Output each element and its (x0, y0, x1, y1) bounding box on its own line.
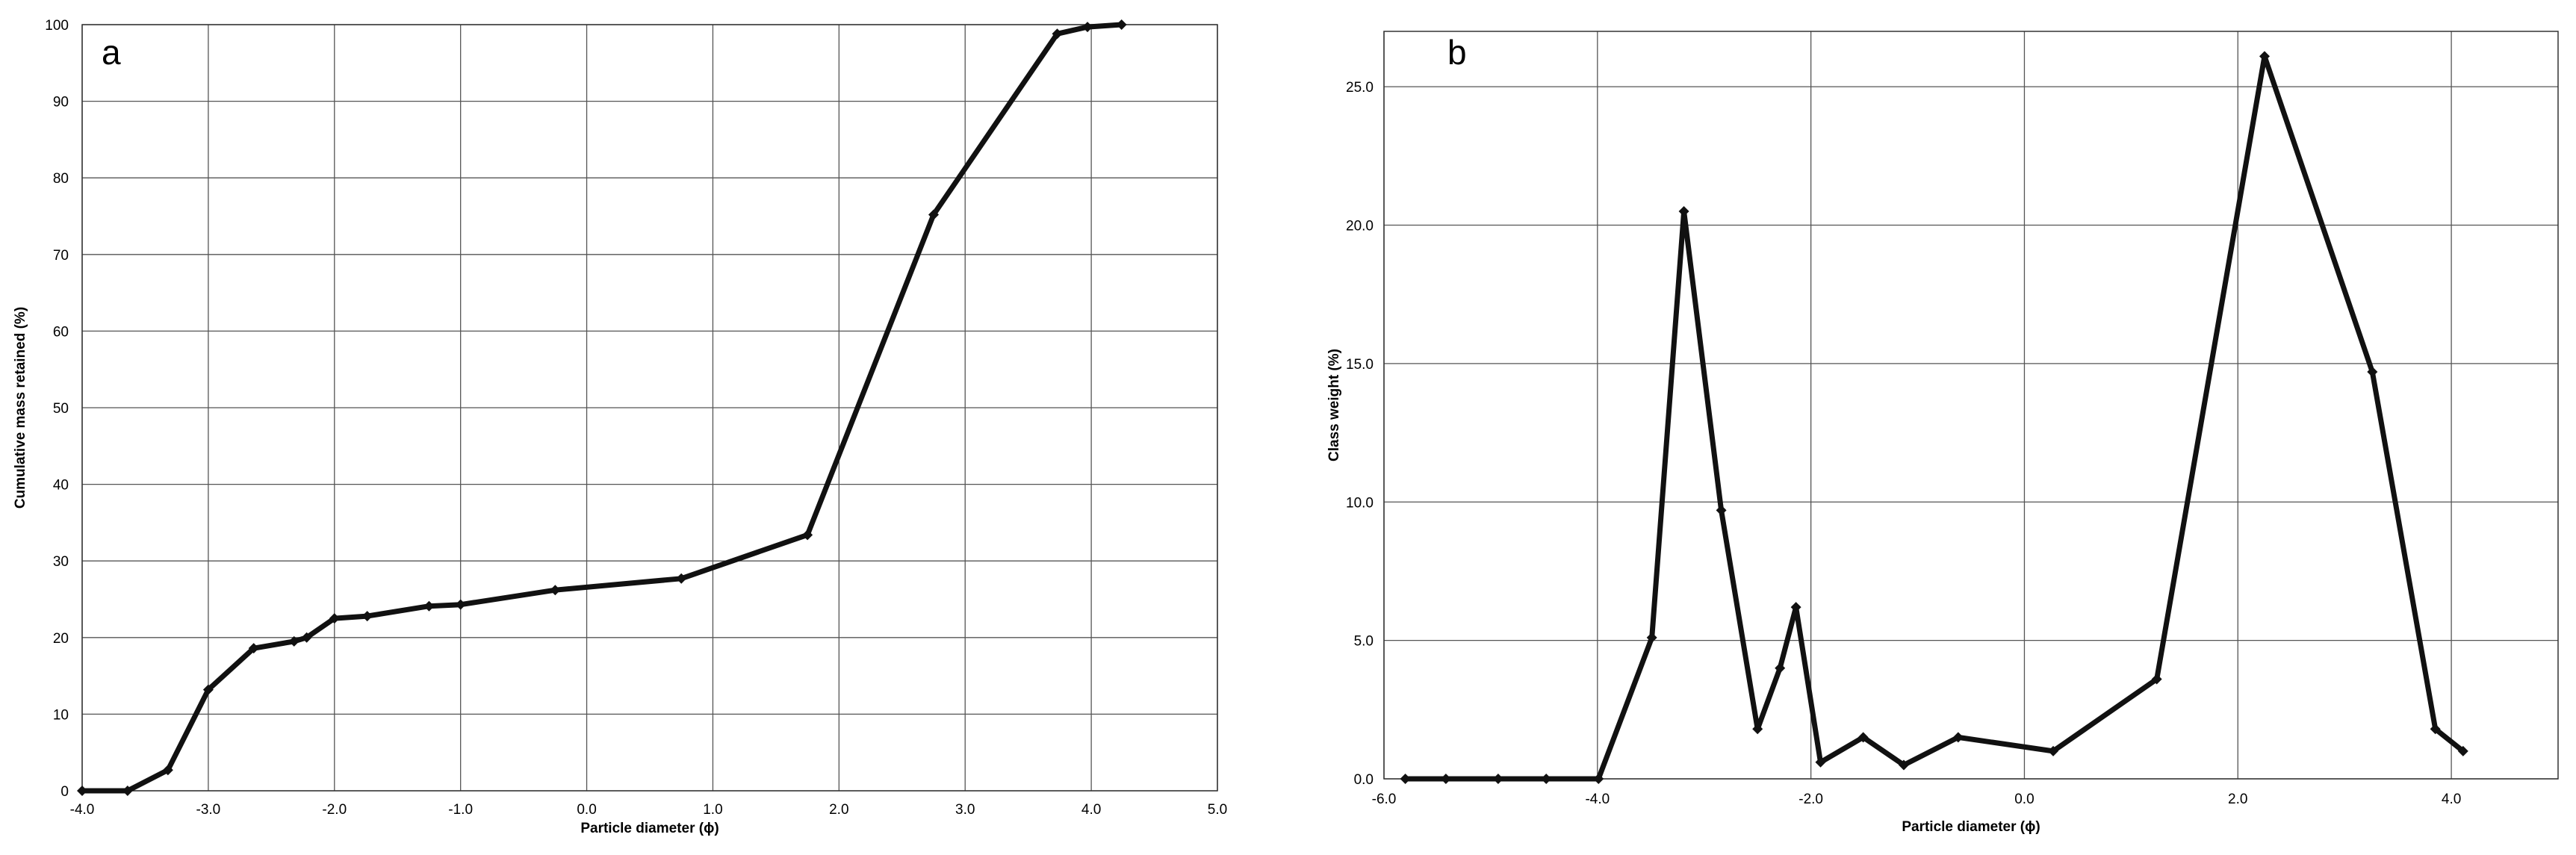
data-point (1952, 732, 1964, 743)
x-tick-label: 2.0 (829, 802, 848, 818)
data-point (1898, 759, 1909, 771)
y-tick-label: 50 (53, 401, 69, 417)
data-point (1541, 774, 1552, 784)
data-point (2367, 367, 2378, 378)
x-tick-label: -4.0 (1585, 792, 1610, 807)
x-tick-label: 4.0 (2442, 792, 2461, 807)
y-tick-label: 20 (53, 631, 69, 647)
data-point (1857, 732, 1869, 743)
data-point (2457, 745, 2468, 756)
data-point (1716, 505, 1727, 516)
x-tick-label: 0.0 (2014, 792, 2034, 807)
data-point (1752, 724, 1763, 735)
y-tick-labels-b: 0.0 5.0 10.0 15.0 20.0 25.0 (1346, 80, 1374, 788)
x-tick-label: -4.0 (70, 802, 95, 818)
x-tick-label: 4.0 (1081, 802, 1101, 818)
data-point (455, 599, 466, 610)
data-point (301, 632, 312, 643)
data-point (122, 786, 133, 796)
y-tick-label: 100 (45, 18, 69, 34)
x-tick-label: -2.0 (1798, 792, 1823, 807)
x-tick-label: -1.0 (448, 802, 473, 818)
x-tick-label: 2.0 (2228, 792, 2247, 807)
x-tick-labels-a: -4.0 -3.0 -2.0 -1.0 0.0 1.0 2.0 3.0 4.0 5.0 (70, 802, 1228, 818)
data-point (1082, 22, 1093, 33)
plot-frame-b (1383, 31, 2559, 780)
y-tick-label: 60 (53, 324, 69, 340)
y-tick-label: 90 (53, 95, 69, 111)
data-point (1790, 602, 1801, 613)
y-tick-label: 20.0 (1346, 219, 1374, 234)
series-a (77, 19, 1127, 796)
x-tick-label: -2.0 (322, 802, 347, 818)
data-point (1116, 19, 1127, 30)
y-tick-label: 10 (53, 707, 69, 723)
data-point (1775, 662, 1786, 674)
y-tick-label: 15.0 (1346, 357, 1374, 373)
data-point (423, 600, 435, 612)
x-tick-label: 0.0 (577, 802, 596, 818)
y-tick-label: 30 (53, 554, 69, 570)
data-point (1492, 774, 1503, 784)
data-point (1593, 774, 1604, 784)
data-point (77, 786, 87, 796)
x-tick-label: -3.0 (196, 802, 221, 818)
data-point (329, 613, 340, 624)
data-point (802, 529, 813, 541)
panel-label-b: b (1447, 33, 1467, 72)
data-point (162, 765, 173, 776)
data-point (2048, 745, 2059, 756)
y-tick-label: 10.0 (1346, 495, 1374, 511)
data-point (676, 573, 687, 584)
data-point (2151, 674, 2162, 685)
y-tick-label: 5.0 (1354, 634, 1374, 650)
x-tick-label: 1.0 (703, 802, 722, 818)
y-tick-label: 70 (53, 248, 69, 264)
x-axis-title-b: Particle diameter (ϕ) (1902, 819, 2040, 835)
x-tick-label: 5.0 (1208, 802, 1227, 818)
data-point (928, 209, 939, 220)
y-tick-label: 80 (53, 171, 69, 187)
plot-frame-a (81, 24, 1218, 792)
y-tick-label: 40 (53, 478, 69, 494)
panel-label-a: a (102, 33, 121, 72)
x-tick-label: 3.0 (955, 802, 975, 818)
grid-b (1383, 31, 2558, 780)
data-point (1678, 205, 1689, 217)
data-point (1400, 774, 1411, 784)
chart-a: -4.0 -3.0 -2.0 -1.0 0.0 1.0 2.0 3.0 4.0 5.0 0 10 20… (13, 18, 1227, 836)
chart-b: -6.0 -4.0 -2.0 0.0 2.0 4.0 0.0 5.0 10.0 15.0 20.0… (1326, 31, 2559, 835)
data-point (550, 585, 561, 596)
series-line (1403, 53, 2466, 782)
data-point (2259, 51, 2270, 62)
series-line (79, 22, 1125, 794)
data-point (1052, 28, 1063, 40)
data-point (1440, 774, 1451, 784)
data-point (361, 611, 373, 622)
data-point (2430, 724, 2441, 735)
x-axis-title-a: Particle diameter (ϕ) (580, 821, 719, 836)
x-tick-label: -6.0 (1372, 792, 1397, 807)
data-point (1646, 632, 1657, 643)
y-tick-label: 0.0 (1354, 772, 1374, 788)
y-tick-label: 0 (60, 784, 69, 800)
data-point (288, 635, 300, 647)
y-tick-label: 25.0 (1346, 80, 1374, 96)
x-tick-labels-b: -6.0 -4.0 -2.0 0.0 2.0 4.0 (1372, 792, 2462, 807)
grid-a (81, 24, 1218, 792)
y-tick-labels-a: 0 10 20 30 40 50 60 70 80 90 100 (45, 18, 69, 800)
y-axis-title-b: Class weight (%) (1326, 349, 1342, 461)
data-point (248, 643, 259, 654)
series-b (1400, 51, 2468, 784)
data-point (1815, 756, 1826, 768)
y-axis-title-a: Cumulative mass retained (%) (13, 307, 28, 509)
data-point (202, 684, 214, 695)
